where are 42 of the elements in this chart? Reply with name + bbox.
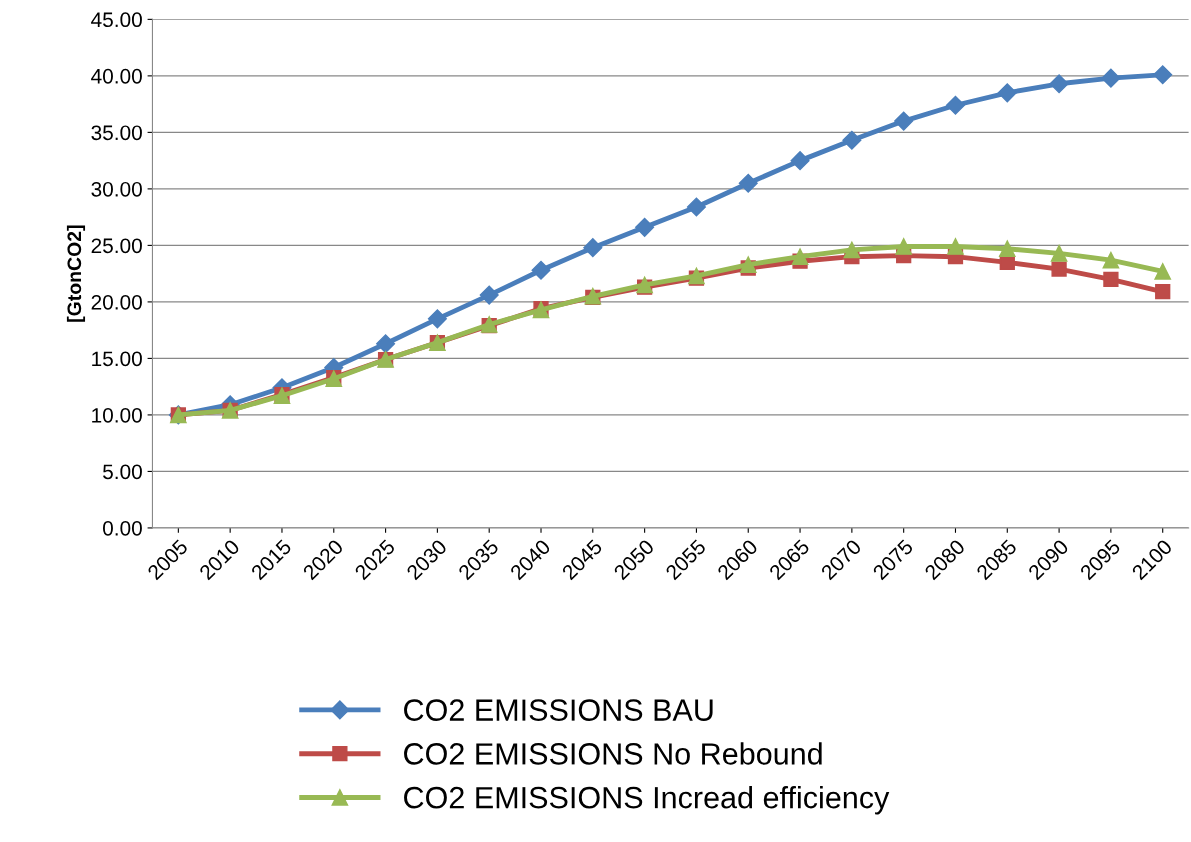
y-tick-label: 40.00 (91, 68, 142, 84)
legend-label: CO2 EMISSIONS BAU (404, 699, 713, 721)
point (895, 238, 913, 255)
point (479, 285, 499, 305)
y-tick-label: 25.00 (91, 238, 142, 254)
legend-label: CO2 EMISSIONS Incread efficiency (404, 786, 890, 815)
point (1153, 65, 1173, 85)
point (843, 241, 861, 259)
point (635, 217, 655, 237)
point (1103, 271, 1119, 287)
point (1050, 244, 1068, 262)
y-tick-label: 20.00 (91, 294, 142, 310)
legend-label: CO2 EMISSIONS No Rebound (404, 742, 822, 765)
point (1101, 68, 1121, 88)
y-tick-label: 10.00 (92, 407, 142, 423)
point (791, 248, 809, 266)
point (1049, 74, 1069, 94)
point (1155, 284, 1171, 300)
y-tick-label: 0.00 (103, 520, 142, 536)
y-axis-title: [GtonCO2] (66, 225, 86, 322)
point (583, 238, 603, 258)
point (739, 256, 757, 273)
point (1051, 261, 1067, 277)
point (738, 173, 758, 193)
point (376, 334, 396, 354)
point (1154, 263, 1172, 280)
point (842, 130, 862, 150)
point (1102, 251, 1120, 269)
point (947, 238, 964, 255)
y-tick-label: 15.00 (92, 351, 142, 367)
y-tick-label: 45.00 (91, 12, 142, 28)
point (531, 260, 551, 280)
point (427, 309, 447, 329)
point (894, 111, 914, 131)
point (686, 197, 706, 217)
point (998, 240, 1016, 258)
y-tick-label: 30.00 (91, 181, 142, 197)
point (790, 151, 810, 171)
point (945, 95, 966, 115)
y-tick-label: 5.00 (103, 464, 142, 480)
y-tick-label: 35.00 (91, 125, 142, 141)
point (997, 83, 1017, 103)
